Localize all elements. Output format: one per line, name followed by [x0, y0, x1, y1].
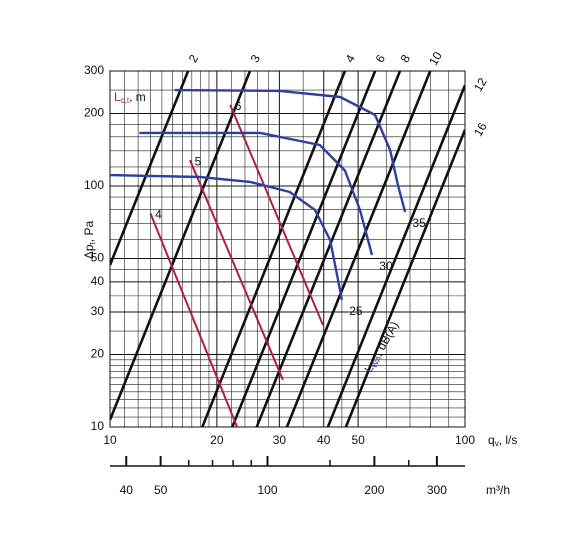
lines-label: 3 [248, 52, 264, 65]
lines-label: 10 [426, 49, 445, 68]
grid [109, 70, 466, 428]
lines-line [201, 71, 347, 427]
x2-tick-label: 40 [120, 483, 134, 497]
lines-label: 12 [471, 75, 490, 94]
x-tick-label: 20 [210, 433, 224, 447]
x-axis-title-rest: , l/s [499, 433, 518, 447]
x-tick-label: 100 [455, 433, 475, 447]
x2-tick-label: 50 [154, 483, 168, 497]
throw-line [149, 212, 239, 427]
y-tick-label: 100 [84, 178, 104, 192]
x-axis-title: qv, l/s [488, 433, 517, 448]
x2-tick-label: 300 [427, 483, 447, 497]
lines-line [231, 71, 377, 427]
lines-line [326, 84, 465, 427]
lines-line [110, 71, 190, 266]
sound-label: 30 [379, 259, 393, 273]
y-axis-title-main: Δp [82, 244, 96, 259]
lines-line [255, 71, 402, 427]
throw-label: 5 [195, 154, 202, 168]
lines-line [344, 129, 465, 427]
sound-line [139, 131, 374, 256]
x-tick-label: 40 [317, 433, 331, 447]
lines-label: 6 [373, 52, 389, 65]
x-tick-label: 10 [103, 433, 117, 447]
y-tick-label: 30 [91, 304, 105, 318]
y-tick-label: 50 [91, 251, 105, 265]
sound-label: 35 [412, 216, 426, 230]
lines-line [110, 71, 252, 421]
sound-label-rest: , dB(A) [371, 319, 402, 358]
throw-label-sub: c,t [121, 96, 130, 105]
sound-line [174, 88, 407, 213]
throw-label: Lc,t, m [114, 90, 146, 105]
lines-label: 4 [342, 52, 358, 65]
throw-line [229, 104, 324, 326]
throw-label: 6 [235, 99, 242, 113]
y-tick-label: 10 [91, 419, 105, 433]
y-axis-title-sub: t [88, 241, 97, 244]
throw-label: 4 [155, 208, 162, 222]
y-tick-label: 40 [91, 274, 105, 288]
lines-line [285, 71, 432, 427]
y-tick-label: 200 [84, 106, 104, 120]
lines-label: 2 [186, 52, 202, 65]
sound-label: 25 [349, 304, 363, 318]
plot-area [110, 71, 465, 427]
y-tick-label: 20 [91, 347, 105, 361]
throw-label-main: L [114, 90, 121, 104]
x2-tick-label: 100 [257, 483, 277, 497]
y-axis-title: Δpt, Pa [82, 221, 97, 260]
x2-tick-label: 200 [364, 483, 384, 497]
x-tick-label: 30 [273, 433, 287, 447]
y-axis-title-rest: , Pa [82, 221, 96, 243]
throw-line [189, 159, 284, 381]
annotations: 10 20 30 40 50 100 10 20 30 40 50 100 200 300 qv, l/s Δ… [82, 49, 517, 497]
lines-label: 8 [398, 52, 414, 65]
lines-label: 16 [471, 120, 490, 139]
y-tick-label: 300 [84, 63, 104, 77]
throw-label-rest: , m [129, 90, 146, 104]
x-axis-title-sub: v [495, 439, 499, 448]
x-axis-title-main: q [488, 433, 495, 447]
x2-axis-title: m³/h [486, 483, 510, 497]
sound-line [110, 173, 344, 301]
x-tick-label: 50 [351, 433, 365, 447]
